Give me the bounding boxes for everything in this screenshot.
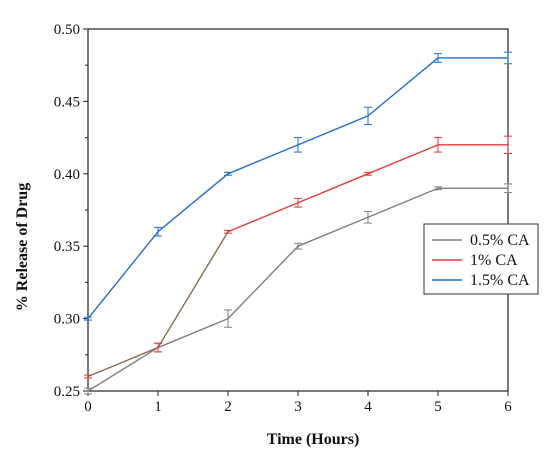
- data-point: [507, 187, 509, 190]
- data-point: [157, 230, 159, 233]
- y-tick-label: 0.40: [54, 167, 80, 183]
- data-point: [297, 201, 299, 204]
- series-0-5-ca: [84, 183, 512, 395]
- data-point: [227, 230, 229, 233]
- x-axis-title: Time (Hours): [267, 431, 360, 448]
- plot-frame: [87, 28, 509, 392]
- data-point: [87, 317, 89, 320]
- data-point: [227, 317, 229, 320]
- data-point: [227, 173, 229, 175]
- series-line-segment: [157, 317, 229, 349]
- x-tick-label: 4: [364, 399, 372, 415]
- data-point: [437, 57, 439, 59]
- y-tick-label: 0.45: [54, 94, 80, 110]
- y-tick-label: 0.25: [54, 384, 80, 400]
- legend-box: [423, 223, 539, 295]
- series-line-segment: [87, 346, 159, 392]
- x-tick-label: 1: [154, 399, 162, 415]
- data-point: [157, 346, 159, 349]
- x-tick-label: 3: [294, 399, 302, 415]
- series-line-segment: [157, 173, 229, 233]
- data-point: [297, 245, 299, 247]
- legend-label: 0.5% CA: [470, 232, 530, 249]
- data-point: [367, 173, 369, 175]
- series-line-segment: [297, 173, 369, 204]
- y-ticks: 0.25 0.30 0.35 0.40 0.45 0.50: [54, 22, 88, 400]
- series-line-segment: [87, 346, 159, 378]
- data-point: [437, 144, 439, 146]
- series-line-segment: [87, 231, 159, 320]
- series-layer: [84, 51, 512, 395]
- x-tick-label: 5: [434, 399, 442, 415]
- series-line-segment: [227, 245, 299, 320]
- series-1-5-ca: [84, 51, 512, 321]
- x-tick-label: 2: [224, 399, 232, 415]
- x-tick-label: 0: [84, 399, 92, 415]
- series-line-segment: [367, 57, 439, 117]
- data-point: [507, 144, 509, 146]
- series-line-segment: [227, 202, 299, 233]
- x-tick-label: 6: [504, 399, 512, 415]
- data-point: [367, 115, 369, 117]
- axes: [87, 28, 509, 392]
- series-1-ca: [84, 135, 512, 379]
- legend-label: 1.5% CA: [470, 272, 530, 289]
- y-tick-label: 0.30: [54, 312, 80, 328]
- y-axis-title: % Release of Drug: [14, 183, 31, 311]
- data-point: [507, 57, 509, 59]
- series-line-segment: [227, 144, 299, 175]
- series-line-segment: [367, 187, 439, 218]
- series-line-segment: [367, 144, 439, 175]
- y-tick-label: 0.35: [54, 239, 80, 255]
- data-point: [87, 390, 89, 392]
- legend-label: 1% CA: [470, 252, 518, 269]
- x-ticks: 0 1 2 3 4 5 6: [84, 391, 512, 415]
- data-point: [437, 187, 439, 190]
- data-point: [87, 375, 89, 378]
- data-point: [297, 144, 299, 146]
- legend: 0.5% CA 1% CA 1.5% CA: [423, 223, 539, 295]
- y-tick-label: 0.50: [54, 22, 80, 38]
- series-line-segment: [297, 216, 369, 247]
- series-line-segment: [297, 115, 369, 146]
- series-line-segment: [157, 231, 229, 348]
- data-point: [367, 216, 369, 219]
